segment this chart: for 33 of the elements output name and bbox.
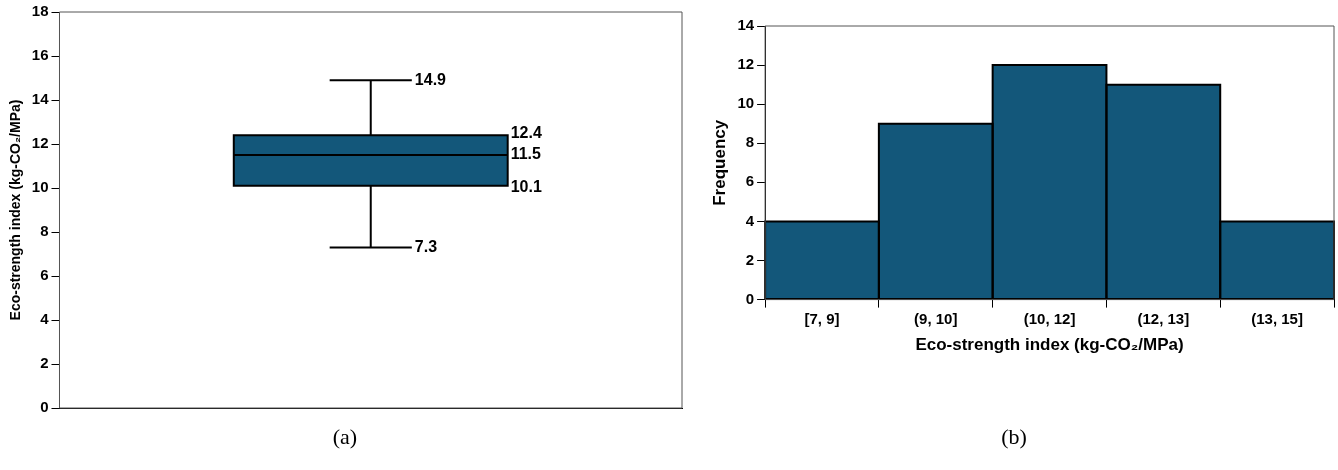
annotation: 12.4 [510, 123, 542, 141]
x-tick-label: (9, 10] [914, 309, 958, 327]
annotation: 10.1 [510, 178, 542, 196]
x-axis-title: Eco-strength index (kg-CO₂/MPa) [915, 335, 1184, 355]
y-tick-label: 8 [745, 133, 755, 151]
y-tick-label: 4 [745, 211, 755, 229]
x-tick-label: [7, 9] [804, 309, 840, 327]
y-axis-title: Eco-strength index (kg-CO₂/MPa) [7, 99, 24, 321]
y-tick-label: 12 [737, 55, 755, 73]
y-axis-title: Frequency [709, 119, 729, 206]
y-tick-label: 6 [745, 172, 755, 190]
y-tick-label: 12 [31, 134, 49, 152]
x-tick-label: (12, 13] [1137, 309, 1190, 327]
annotation: 14.9 [414, 70, 447, 88]
text: (a) [331, 424, 359, 450]
annotation: 7.3 [414, 237, 438, 255]
y-tick-label: 2 [745, 250, 755, 268]
x-tick-label: (13, 15] [1251, 309, 1303, 327]
y-tick-label: 6 [40, 266, 49, 284]
annotation: 11.5 [510, 145, 542, 163]
y-tick-label: 8 [40, 222, 49, 240]
y-tick-label: 0 [745, 289, 755, 307]
y-tick-label: 18 [31, 2, 49, 20]
y-tick-label: 10 [31, 178, 49, 196]
x-tick-label: (10, 12] [1023, 309, 1076, 327]
y-tick-label: 2 [40, 354, 49, 372]
y-tick-label: 4 [40, 310, 50, 328]
text: (b) [1000, 424, 1028, 450]
y-tick-label: 14 [31, 90, 50, 108]
y-tick-label: 0 [40, 398, 49, 416]
y-tick-label: 10 [737, 94, 755, 112]
y-tick-label: 14 [737, 16, 755, 34]
y-tick-label: 16 [31, 46, 49, 64]
